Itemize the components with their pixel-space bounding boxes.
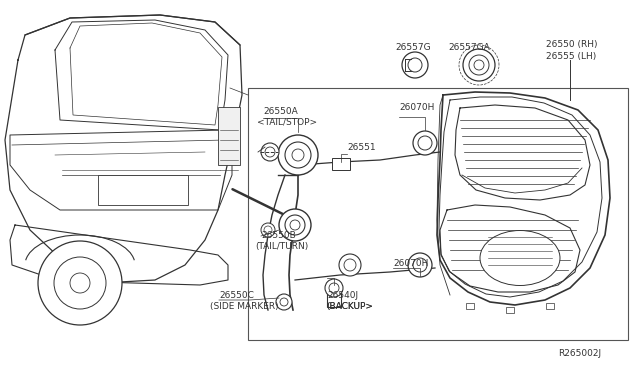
Text: (SIDE MARKER): (SIDE MARKER) [210, 301, 278, 311]
Circle shape [261, 143, 279, 161]
Text: 26540J: 26540J [327, 291, 358, 299]
Circle shape [70, 273, 90, 293]
Circle shape [418, 136, 432, 150]
Bar [98, 175, 188, 205]
Text: (TAIL/TURN): (TAIL/TURN) [255, 243, 308, 251]
Bar [332, 158, 350, 170]
Circle shape [413, 258, 427, 272]
Circle shape [329, 283, 339, 293]
Circle shape [408, 58, 422, 72]
Bar [248, 88, 628, 340]
Text: 26550C: 26550C [219, 291, 254, 299]
Bar [546, 303, 554, 309]
Ellipse shape [480, 231, 560, 285]
Text: 26557G: 26557G [395, 44, 431, 52]
Circle shape [38, 241, 122, 325]
Text: (BACKUP>: (BACKUP> [326, 301, 373, 311]
Circle shape [276, 294, 292, 310]
Circle shape [54, 257, 106, 309]
Circle shape [261, 223, 275, 237]
Circle shape [408, 253, 432, 277]
Circle shape [344, 259, 356, 271]
Text: (BACKUP>: (BACKUP> [326, 301, 373, 311]
Text: 26070H: 26070H [393, 260, 428, 269]
Bar [506, 307, 514, 313]
Circle shape [290, 220, 300, 230]
Text: R265002J: R265002J [558, 350, 601, 359]
Circle shape [292, 149, 304, 161]
Text: 26555 (LH): 26555 (LH) [546, 51, 596, 61]
Circle shape [413, 131, 437, 155]
Bar [466, 303, 474, 309]
Circle shape [265, 147, 275, 157]
Circle shape [469, 55, 489, 75]
Circle shape [402, 52, 428, 78]
Circle shape [285, 215, 305, 235]
Text: 26550 (RH): 26550 (RH) [546, 39, 598, 48]
Text: 26550B: 26550B [261, 231, 296, 241]
Text: 26550A: 26550A [263, 108, 298, 116]
Bar [218, 107, 240, 165]
Text: <TAIL/STOP>: <TAIL/STOP> [257, 118, 317, 126]
Circle shape [339, 254, 361, 276]
Circle shape [463, 49, 495, 81]
Circle shape [325, 279, 343, 297]
Bar [327, 293, 341, 307]
Circle shape [279, 209, 311, 241]
Circle shape [264, 226, 272, 234]
Circle shape [285, 142, 311, 168]
Text: 26070H: 26070H [399, 103, 435, 112]
Circle shape [278, 135, 318, 175]
Circle shape [280, 298, 288, 306]
Text: 26557GA: 26557GA [448, 44, 490, 52]
Circle shape [474, 60, 484, 70]
Text: 26551: 26551 [347, 144, 376, 153]
